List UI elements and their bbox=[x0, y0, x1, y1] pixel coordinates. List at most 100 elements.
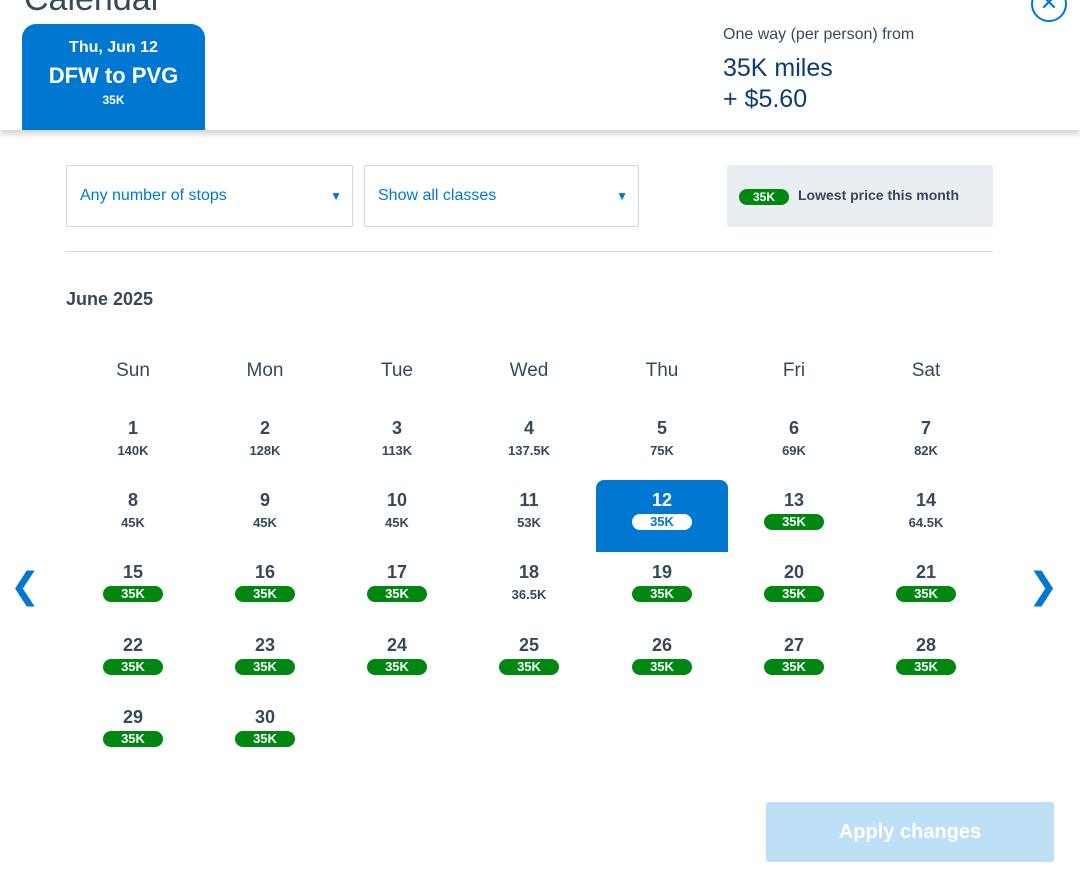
classes-select[interactable]: Show all classes ▼ bbox=[364, 165, 639, 227]
lowest-price-badge: 35K bbox=[739, 189, 789, 205]
lowest-fare-badge: 35K bbox=[896, 659, 956, 675]
lowest-fare-badge: 35K bbox=[235, 659, 295, 675]
calendar-day-12[interactable]: 12 35K bbox=[596, 480, 728, 552]
flight-tab-price: 35K bbox=[102, 93, 125, 107]
lowest-fare-badge: 35K bbox=[499, 659, 559, 675]
day-number: 23 bbox=[254, 635, 276, 655]
lowest-fare-badge: 35K bbox=[764, 514, 824, 530]
calendar-day-24[interactable]: 24 35K bbox=[331, 625, 463, 697]
caret-down-icon: ▼ bbox=[330, 189, 342, 203]
weekday-header: Mon bbox=[246, 360, 284, 381]
day-number: 20 bbox=[783, 562, 805, 582]
day-fare: 140K bbox=[117, 443, 149, 458]
day-number: 22 bbox=[122, 635, 144, 655]
lowest-fare-badge: 35K bbox=[632, 586, 692, 602]
close-icon[interactable]: ✕ bbox=[1031, 0, 1067, 22]
day-fare: 75K bbox=[650, 443, 674, 458]
calendar-day-28[interactable]: 28 35K bbox=[860, 625, 992, 697]
calendar-day-17[interactable]: 17 35K bbox=[331, 552, 463, 624]
day-fare: 69K bbox=[782, 443, 806, 458]
weekday-header: Sat bbox=[911, 360, 941, 381]
legend-text: Lowest price this month bbox=[798, 187, 960, 203]
day-number: 19 bbox=[651, 562, 673, 582]
calendar-day-18[interactable]: 18 36.5K bbox=[463, 552, 595, 624]
calendar-day-1[interactable]: 1 140K bbox=[67, 408, 199, 480]
calendar-day-20[interactable]: 20 35K bbox=[728, 552, 860, 624]
flight-tab-dfw-pvg[interactable]: Thu, Jun 12 DFW to PVG 35K bbox=[22, 24, 205, 130]
calendar-day-19[interactable]: 19 35K bbox=[596, 552, 728, 624]
divider bbox=[66, 251, 993, 252]
day-number: 5 bbox=[656, 418, 667, 438]
lowest-fare-badge: 35K bbox=[896, 586, 956, 602]
lowest-fare-badge: 35K bbox=[103, 731, 163, 747]
calendar-day-25[interactable]: 25 35K bbox=[463, 625, 595, 697]
calendar-day-6[interactable]: 6 69K bbox=[728, 408, 860, 480]
fare-miles: 35K miles bbox=[723, 54, 833, 82]
calendar-day-5[interactable]: 5 75K bbox=[596, 408, 728, 480]
lowest-fare-badge: 35K bbox=[764, 586, 824, 602]
stops-select[interactable]: Any number of stops ▼ bbox=[66, 165, 353, 227]
lowest-fare-badge: 35K bbox=[632, 514, 692, 530]
weekday-header: Thu bbox=[645, 360, 679, 381]
weekday-header: Tue bbox=[380, 360, 414, 381]
chevron-right-icon[interactable]: ❯ bbox=[1028, 565, 1059, 606]
day-number: 3 bbox=[391, 418, 402, 438]
calendar-day-4[interactable]: 4 137.5K bbox=[463, 408, 595, 480]
caret-down-icon: ▼ bbox=[616, 189, 628, 203]
calendar-day-16[interactable]: 16 35K bbox=[199, 552, 331, 624]
calendar-day-11[interactable]: 11 53K bbox=[463, 480, 595, 552]
day-fare: 53K bbox=[517, 515, 541, 530]
fare-caption: One way (per person) from bbox=[723, 26, 915, 43]
day-number: 25 bbox=[518, 635, 540, 655]
calendar-day-15[interactable]: 15 35K bbox=[67, 552, 199, 624]
day-fare: 82K bbox=[914, 443, 938, 458]
day-number: 2 bbox=[259, 418, 270, 438]
calendar-day-26[interactable]: 26 35K bbox=[596, 625, 728, 697]
lowest-fare-badge: 35K bbox=[103, 586, 163, 602]
day-number: 10 bbox=[386, 490, 408, 510]
day-number: 8 bbox=[127, 490, 138, 510]
lowest-fare-badge: 35K bbox=[103, 659, 163, 675]
chevron-left-icon[interactable]: ❮ bbox=[10, 565, 41, 606]
calendar-day-7[interactable]: 7 82K bbox=[860, 408, 992, 480]
apply-changes-button[interactable]: Apply changes bbox=[766, 802, 1054, 862]
day-number: 27 bbox=[783, 635, 805, 655]
calendar-day-13[interactable]: 13 35K bbox=[728, 480, 860, 552]
lowest-fare-badge: 35K bbox=[235, 586, 295, 602]
lowest-fare-badge: 35K bbox=[367, 659, 427, 675]
calendar-day-8[interactable]: 8 45K bbox=[67, 480, 199, 552]
calendar-day-30[interactable]: 30 35K bbox=[199, 697, 331, 769]
day-number: 4 bbox=[523, 418, 534, 438]
lowest-fare-badge: 35K bbox=[764, 659, 824, 675]
calendar-day-21[interactable]: 21 35K bbox=[860, 552, 992, 624]
calendar-day-23[interactable]: 23 35K bbox=[199, 625, 331, 697]
stops-select-value: Any number of stops bbox=[80, 187, 227, 204]
weekday-header: Wed bbox=[509, 360, 549, 381]
calendar-day-3[interactable]: 3 113K bbox=[331, 408, 463, 480]
day-number: 16 bbox=[254, 562, 276, 582]
calendar-day-29[interactable]: 29 35K bbox=[67, 697, 199, 769]
fare-summary: One way (per person) from 35K miles + $5… bbox=[723, 26, 914, 114]
calendar-day-9[interactable]: 9 45K bbox=[199, 480, 331, 552]
calendar-day-14[interactable]: 14 64.5K bbox=[860, 480, 992, 552]
lowest-fare-badge: 35K bbox=[367, 586, 427, 602]
day-number: 28 bbox=[915, 635, 937, 655]
weekday-header: Sun bbox=[116, 360, 150, 381]
day-fare: 64.5K bbox=[908, 515, 944, 530]
lowest-fare-badge: 35K bbox=[632, 659, 692, 675]
calendar-day-27[interactable]: 27 35K bbox=[728, 625, 860, 697]
fare-cash: + $5.60 bbox=[723, 85, 808, 113]
dialog-title: Calendar bbox=[24, 0, 162, 19]
month-title: June 2025 bbox=[66, 289, 154, 309]
lowest-fare-badge: 35K bbox=[235, 731, 295, 747]
day-fare: 45K bbox=[121, 515, 145, 530]
calendar-day-10[interactable]: 10 45K bbox=[331, 480, 463, 552]
day-number: 14 bbox=[915, 490, 937, 510]
lowest-price-legend: 35K Lowest price this month bbox=[727, 165, 993, 227]
day-fare: 113K bbox=[381, 443, 413, 458]
calendar-day-22[interactable]: 22 35K bbox=[67, 625, 199, 697]
calendar-day-2[interactable]: 2 128K bbox=[199, 408, 331, 480]
day-number: 7 bbox=[920, 418, 931, 438]
flight-tab-route: DFW to PVG bbox=[48, 63, 179, 88]
weekday-header: Fri bbox=[782, 360, 806, 381]
